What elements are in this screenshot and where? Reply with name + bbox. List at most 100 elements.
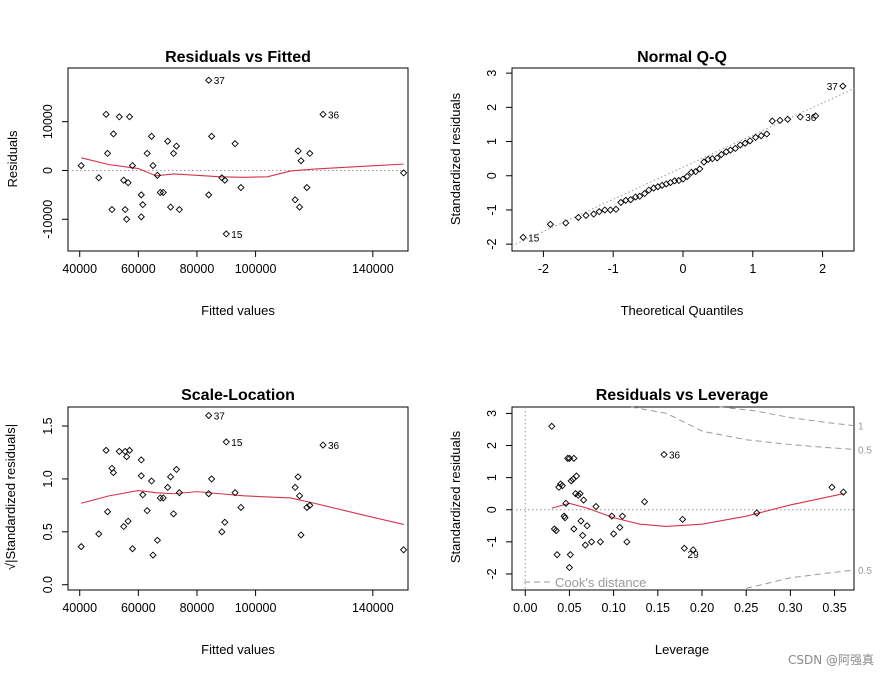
panel3-point (221, 518, 229, 526)
panel1-point (294, 147, 302, 155)
panel2-xlabel: Theoretical Quantiles (621, 303, 744, 318)
panel4-xtick-label: 0.00 (513, 601, 537, 615)
panel4-point (560, 512, 568, 520)
panel1-ytick-label: -10000 (41, 200, 55, 239)
panel1-point (205, 76, 213, 84)
panel1-point (156, 188, 164, 197)
panel2-point (627, 196, 635, 204)
panel2-point (519, 233, 527, 241)
panel3-point (164, 483, 172, 492)
panel3-point (122, 453, 131, 461)
panel3-point (319, 441, 327, 449)
panel4-point (572, 472, 581, 480)
panel3-xlabel: Fitted values (201, 642, 275, 657)
panel2-ytick-label: 1 (485, 138, 499, 145)
panel3-point (147, 477, 156, 485)
panel2-point (741, 139, 749, 147)
panel4-smooth-line (551, 493, 844, 527)
panel-scale-location: Scale-Location Fitted values √|Standardi… (3, 387, 409, 657)
cooks-contour-1 (719, 406, 855, 427)
cooks-contour-label: 1 (858, 422, 864, 433)
panel1-point (319, 110, 327, 118)
panel1-title: Residuals vs Fitted (165, 49, 311, 66)
panel2-ytick-label: 2 (485, 104, 499, 111)
panel2-xtick-label: -1 (608, 262, 619, 276)
panel1-point (147, 132, 156, 140)
panel4-xtick-label: 0.25 (734, 601, 758, 615)
panel4-point (565, 563, 574, 572)
panel1-point (172, 142, 181, 150)
panel3-point (399, 546, 408, 554)
panel2-ytick-label: 3 (485, 70, 499, 77)
panel4-point (570, 454, 578, 463)
panel4-point (552, 526, 560, 535)
panel3-point (175, 489, 184, 497)
panel4-xtick-label: 0.15 (646, 601, 670, 615)
panel4-point (680, 544, 688, 552)
panel4-point (576, 490, 584, 498)
panel3-point (297, 531, 305, 539)
panel3-xtick-label: 140000 (352, 601, 394, 615)
panel2-xtick-label: 0 (680, 262, 687, 276)
panel1-point (137, 213, 145, 221)
panel3-point (231, 489, 239, 497)
panel2-ytick-label: -1 (485, 204, 499, 215)
panel3-frame (67, 406, 409, 591)
panel4-point (564, 454, 572, 463)
panel1-ylabel: Residuals (5, 130, 20, 188)
watermark: CSDN @阿强真 (787, 653, 874, 667)
panel3-point (295, 492, 304, 500)
panel4-point (583, 522, 591, 530)
panel3-point (218, 528, 226, 536)
panel3-xtick-label: 80000 (180, 601, 215, 615)
panel3-point (159, 494, 167, 502)
panel4-xlabel: Leverage (655, 642, 709, 657)
panel4-point (618, 512, 627, 520)
panel1-point (77, 161, 85, 170)
panel2-point (617, 198, 625, 207)
panel4-point (592, 502, 600, 511)
panel4-point (577, 517, 585, 525)
panel3-ytick-label: 1.5 (41, 417, 55, 434)
panel3-point (205, 490, 213, 498)
panel2-point (612, 205, 620, 213)
panel4-ytick-label: 1 (485, 474, 499, 481)
panel3-point (291, 483, 299, 492)
panel3-point (149, 551, 157, 559)
panel4-ytick-label: -2 (485, 568, 499, 579)
panel3-point (207, 475, 216, 483)
panel3-point (237, 503, 245, 512)
panel1-point (169, 149, 178, 158)
panel4-point (566, 551, 574, 559)
panel4-frame (511, 406, 855, 591)
panel4-ytick-label: 0 (485, 506, 499, 513)
panel3-point (205, 411, 213, 420)
panel1-point (115, 113, 123, 121)
panel-normal-qq: Normal Q-Q Theoretical Quantiles Standar… (448, 49, 855, 318)
panel2-ytick-label: -2 (485, 239, 499, 250)
panel4-point (828, 483, 836, 491)
panel1-point (306, 149, 314, 158)
cooks-contour-05-lower (746, 569, 855, 589)
panel2-point (839, 82, 847, 90)
panel1-point (222, 230, 230, 238)
panel3-point (303, 503, 311, 512)
panel2-point (562, 219, 570, 227)
panel4-title: Residuals vs Leverage (596, 387, 769, 404)
panel1-point (221, 176, 229, 184)
panel3-point (109, 468, 118, 477)
panel3-point (306, 501, 314, 510)
panel4-point (587, 538, 596, 546)
panel1-xtick-label: 100000 (235, 262, 277, 276)
panel2-point (679, 175, 687, 183)
panel4-point (689, 546, 697, 554)
panel2-point (590, 210, 598, 218)
panel1-point (399, 169, 408, 177)
panel3-xtick-label: 40000 (62, 601, 97, 615)
panel3-point-label: 36 (328, 441, 340, 452)
panel2-point (776, 116, 784, 124)
panel2-point (683, 172, 691, 181)
panel1-point (137, 191, 145, 199)
panel1-xtick-label: 60000 (121, 262, 156, 276)
